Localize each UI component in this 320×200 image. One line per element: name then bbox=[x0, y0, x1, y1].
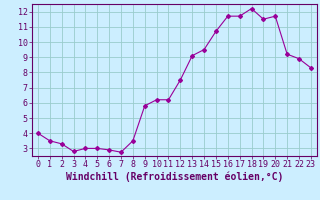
X-axis label: Windchill (Refroidissement éolien,°C): Windchill (Refroidissement éolien,°C) bbox=[66, 172, 283, 182]
